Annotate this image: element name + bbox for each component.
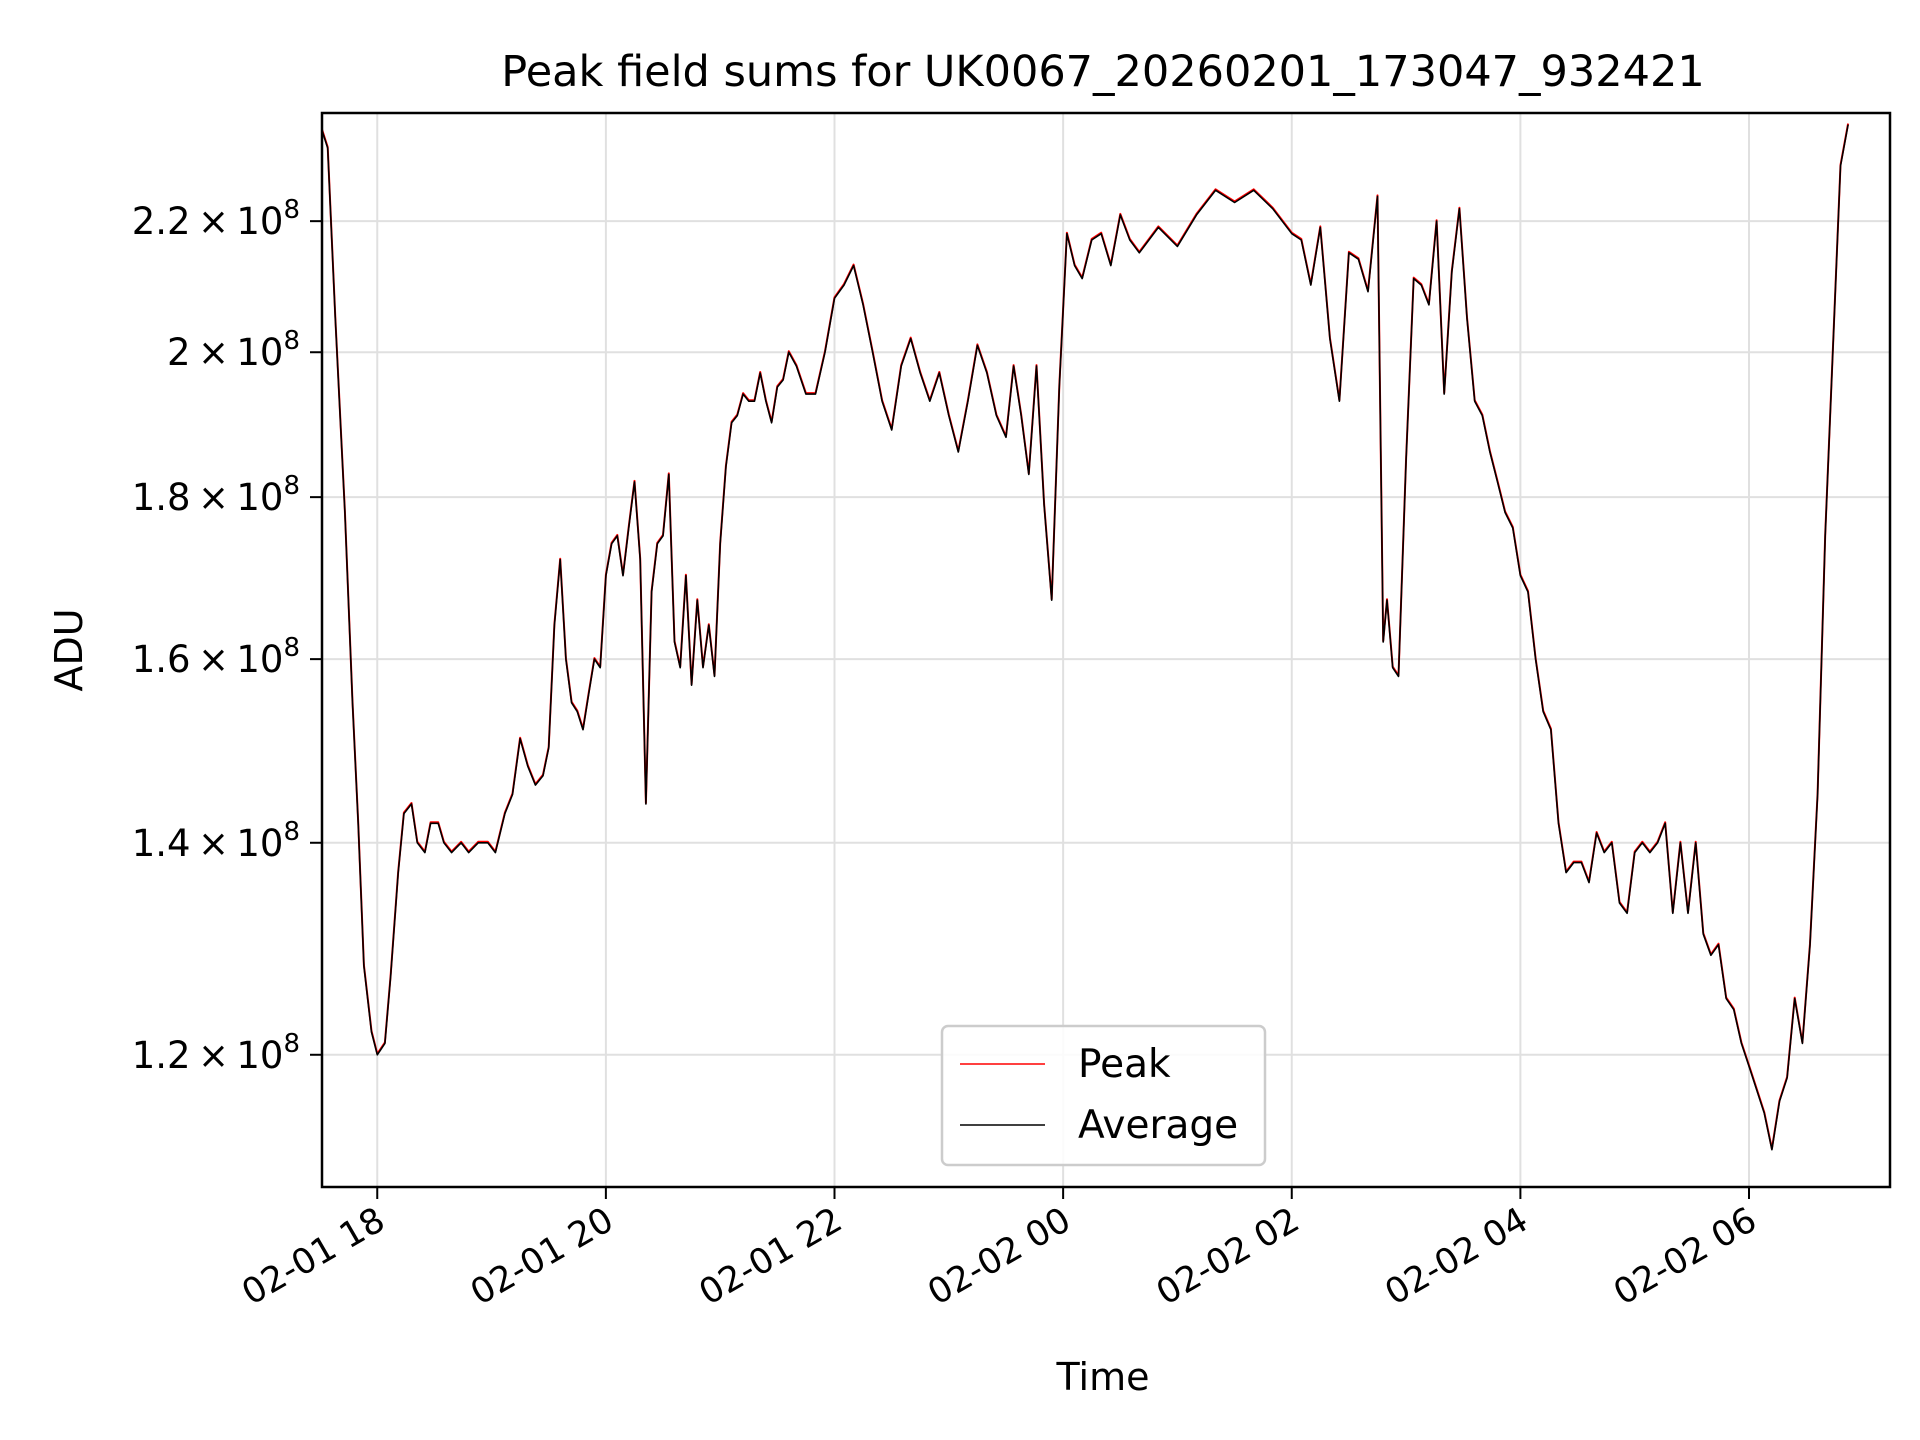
y-tick-label: 2 × 108 — [167, 326, 300, 374]
grid — [322, 113, 1890, 1187]
legend-box — [940, 1024, 1267, 1167]
y-tick-label: 1.8 × 108 — [132, 471, 300, 519]
legend: Peak Average — [940, 1024, 1267, 1167]
y-axis-label: ADU — [47, 608, 91, 691]
x-axis-label: Time — [1056, 1355, 1150, 1399]
y-tick-label: 1.6 × 108 — [132, 633, 300, 681]
legend-label-peak: Peak — [1078, 1042, 1171, 1087]
chart-title: Peak field sums for UK0067_20260201_1730… — [501, 47, 1704, 97]
y-tick-label: 1.2 × 108 — [132, 1029, 300, 1077]
y-tick-label: 2.2 × 108 — [132, 195, 300, 243]
series-group — [321, 123, 1850, 1151]
legend-label-average: Average — [1078, 1103, 1238, 1148]
plot-area-frame — [320, 111, 1892, 1189]
series-line-average — [321, 124, 1849, 1151]
y-tick-label: 1.4 × 108 — [132, 817, 300, 865]
